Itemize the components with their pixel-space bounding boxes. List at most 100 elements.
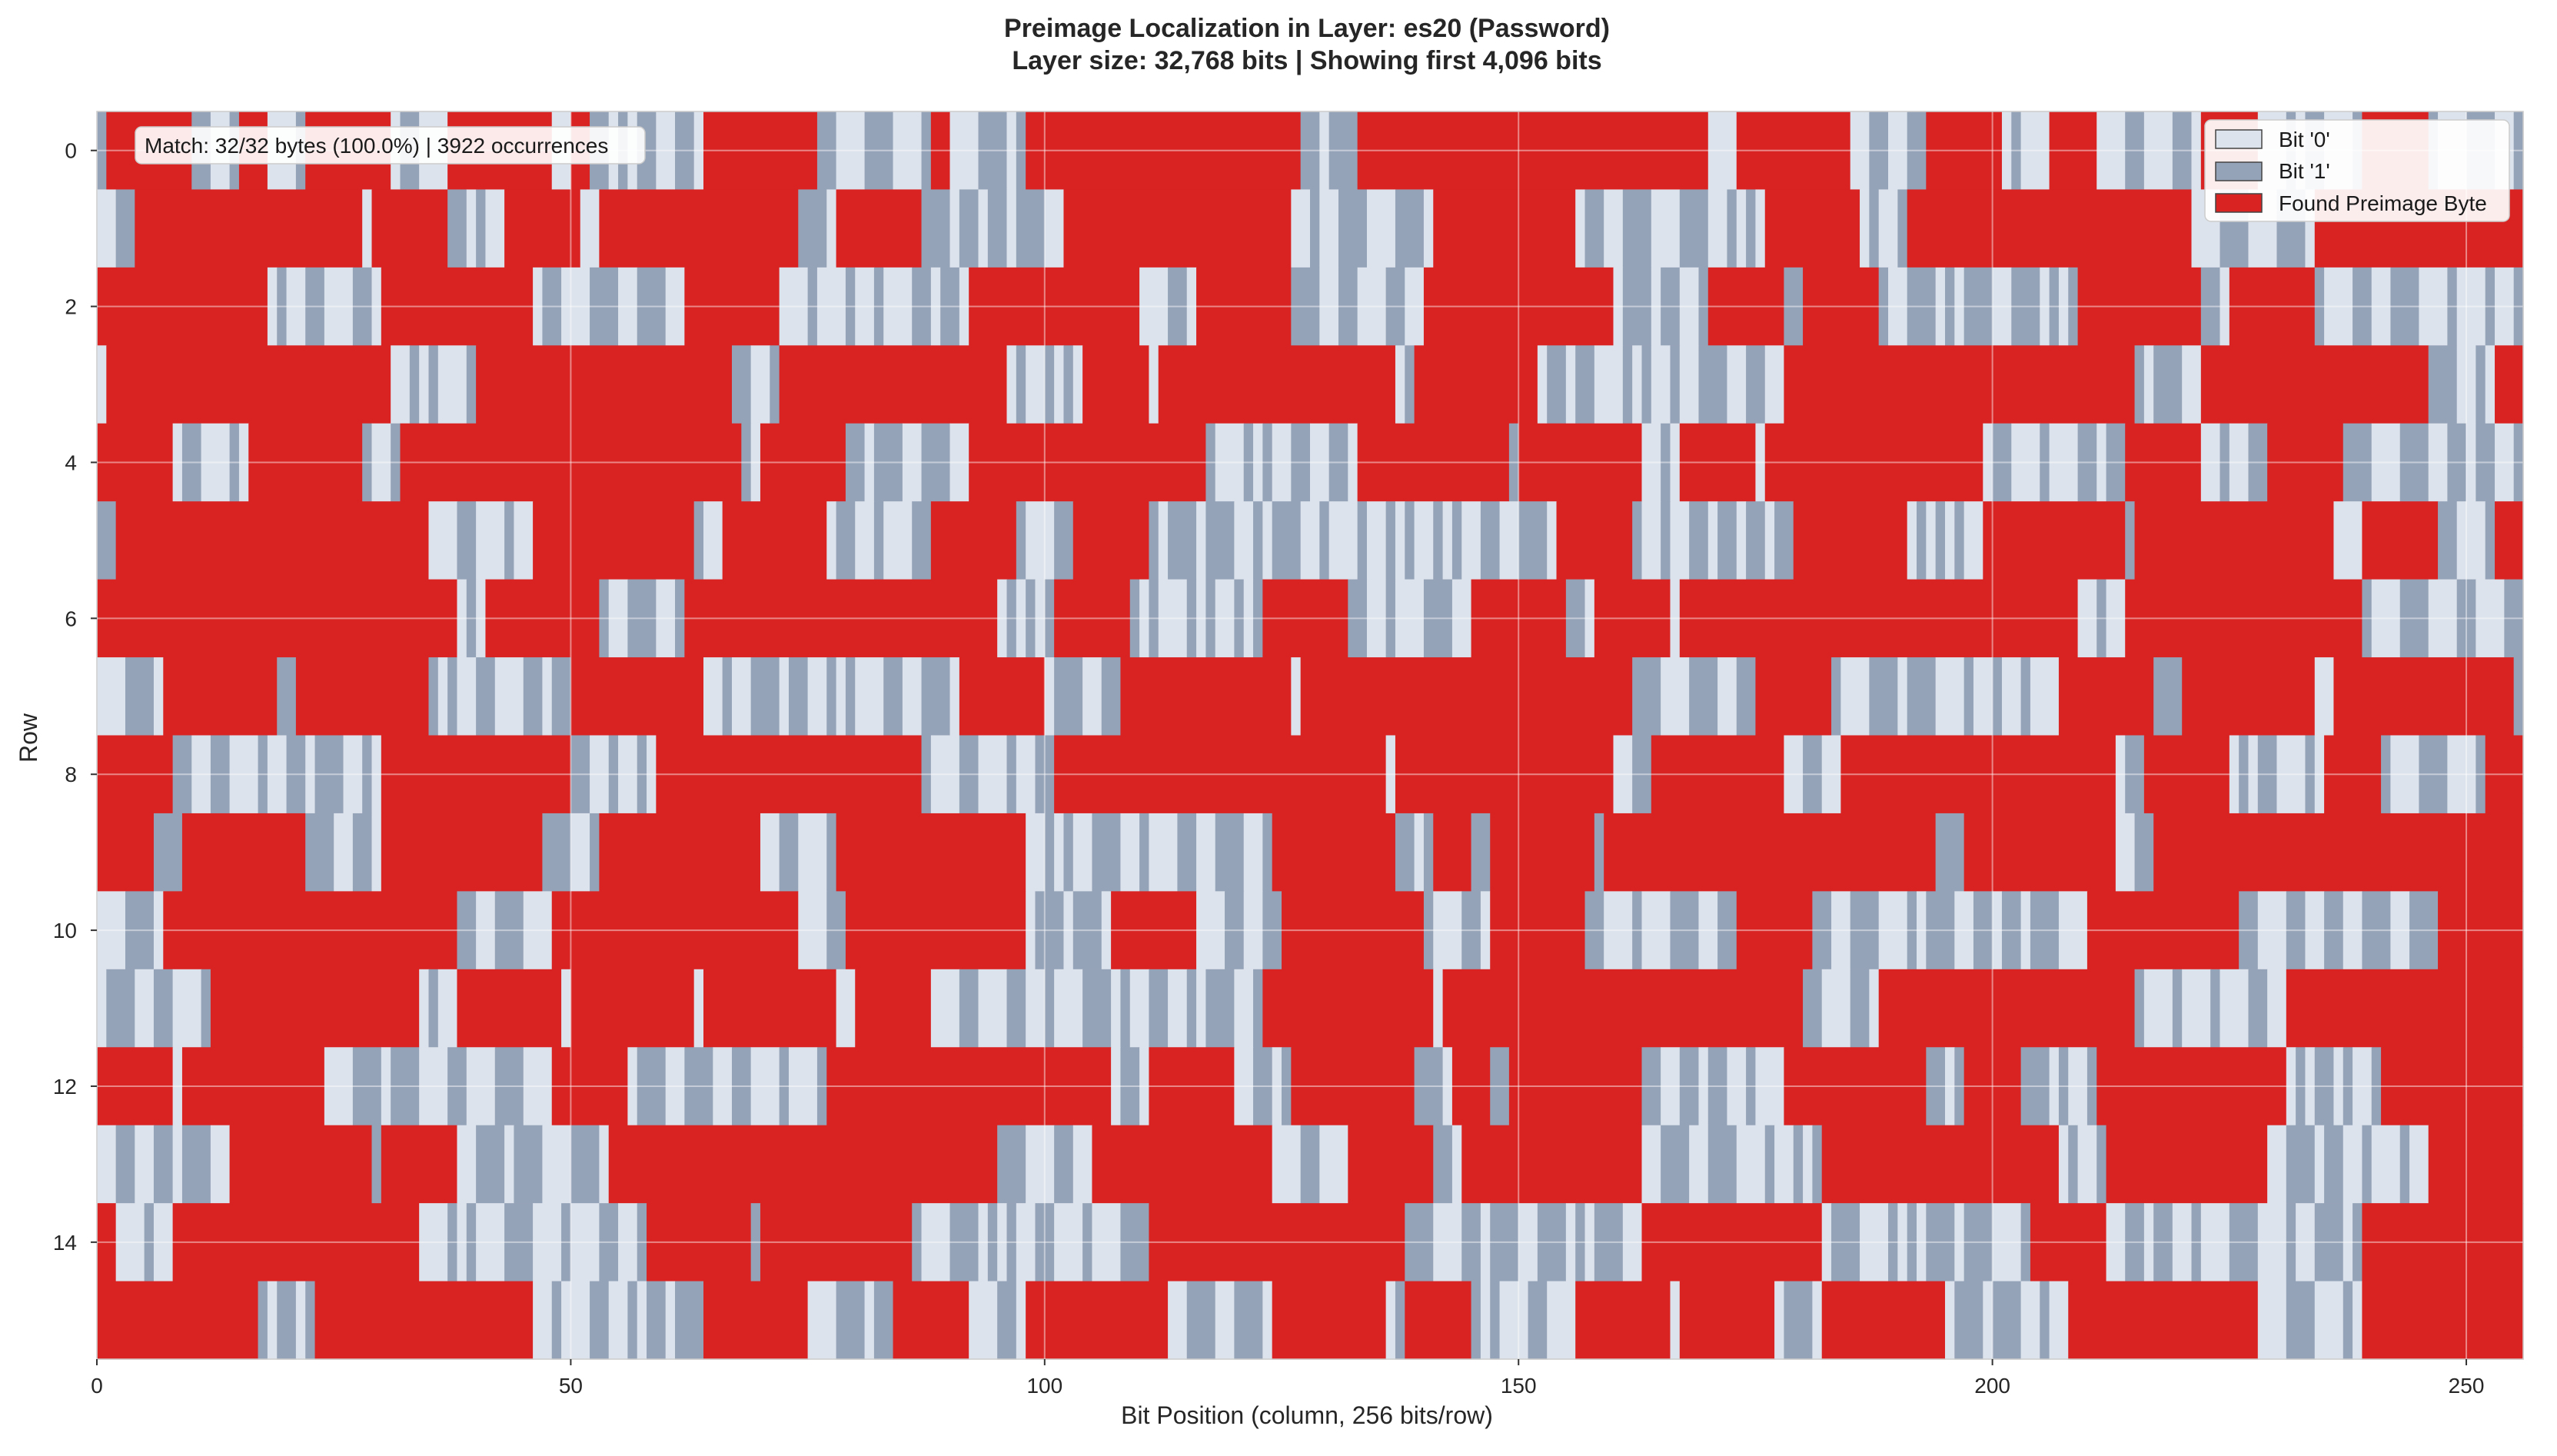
bit-1-cell — [1433, 501, 1444, 580]
preimage-cell — [1082, 345, 1150, 424]
bit-0-cell — [1054, 969, 1083, 1048]
bit-0-cell — [1234, 501, 1254, 580]
bit-0-cell — [1072, 1125, 1093, 1204]
preimage-cell — [1414, 345, 1538, 424]
bit-0-cell — [2353, 1281, 2363, 1360]
bit-0-cell — [826, 189, 837, 268]
bit-0-cell — [286, 267, 306, 346]
bit-1-cell — [1622, 189, 1652, 268]
bit-0-cell — [1035, 579, 1046, 658]
bit-1-cell — [779, 1047, 790, 1126]
bit-0-cell — [97, 1125, 117, 1204]
bit-1-cell — [494, 891, 524, 970]
bit-0-cell — [1054, 345, 1065, 424]
preimage-cell — [2125, 423, 2202, 502]
bit-1-cell — [836, 501, 856, 580]
bit-1-cell — [590, 813, 600, 892]
bit-1-cell — [675, 579, 685, 658]
bit-1-cell — [1736, 657, 1757, 736]
preimage-cell — [826, 1047, 1112, 1126]
bit-1-cell — [1328, 111, 1358, 191]
bit-1-cell — [1707, 1047, 1728, 1126]
bit-0-cell — [1670, 423, 1681, 502]
preimage-cell — [229, 1125, 373, 1204]
bit-1-cell — [1528, 1281, 1548, 1360]
preimage-cell — [2333, 657, 2515, 736]
preimage-cell — [1357, 111, 1709, 191]
bit-0-cell — [210, 1125, 231, 1204]
bit-0-cell — [1405, 267, 1425, 346]
preimage-cell — [2381, 1047, 2524, 1126]
bit-1-cell — [371, 1125, 382, 1204]
bit-0-cell — [1641, 891, 1671, 970]
bit-1-cell — [1291, 267, 1320, 346]
bit-1-cell — [921, 189, 951, 268]
bit-0-cell — [1565, 1203, 1576, 1282]
bit-0-cell — [533, 1281, 553, 1360]
preimage-cell — [2286, 969, 2524, 1048]
bit-0-cell — [1897, 657, 1908, 736]
bit-1-cell — [2068, 267, 2079, 346]
x-tick-label: 200 — [1974, 1374, 2010, 1398]
bit-0-cell — [1234, 1047, 1254, 1126]
bit-0-cell — [2456, 345, 2476, 424]
bit-1-cell — [1234, 1281, 1263, 1360]
bit-1-cell — [1282, 1047, 1292, 1126]
bit-0-cell — [1139, 1047, 1150, 1126]
bit-0-cell — [523, 891, 553, 970]
bit-0-cell — [2229, 423, 2249, 502]
bit-0-cell — [855, 501, 875, 580]
bit-0-cell — [1954, 267, 1965, 346]
bit-0-cell — [1707, 501, 1718, 580]
bit-1-cell — [391, 423, 401, 502]
bit-0-cell — [807, 657, 827, 736]
bit-0-cell — [1689, 1125, 1709, 1204]
bit-1-cell — [201, 969, 211, 1048]
bit-0-cell — [542, 1125, 572, 1204]
bit-0-cell — [570, 813, 590, 892]
bit-1-cell — [921, 111, 932, 191]
bit-1-cell — [2305, 735, 2316, 814]
bit-0-cell — [2343, 891, 2363, 970]
bit-0-cell — [371, 423, 391, 502]
bit-1-cell — [1869, 111, 1889, 191]
bit-0-cell — [1983, 1281, 1993, 1360]
bit-1-cell — [1035, 891, 1065, 970]
bit-1-cell — [2447, 423, 2467, 502]
preimage-cell — [163, 891, 458, 970]
preimage-cell — [2485, 735, 2524, 814]
bit-1-cell — [2438, 501, 2458, 580]
bit-0-cell — [2191, 111, 2202, 191]
preimage-cell — [1764, 423, 1983, 502]
bit-1-cell — [1746, 1047, 1757, 1126]
bit-0-cell — [978, 1203, 989, 1282]
bit-0-cell — [1026, 813, 1046, 892]
bit-1-cell — [1973, 891, 1993, 970]
bit-1-cell — [1205, 969, 1235, 1048]
bit-0-cell — [1547, 501, 1558, 580]
bit-1-cell — [2456, 579, 2476, 658]
bit-0-cell — [1262, 501, 1273, 580]
bit-0-cell — [1196, 501, 1206, 580]
bit-0-cell — [703, 501, 723, 580]
preimage-cell — [893, 1281, 969, 1360]
bit-1-cell — [1082, 969, 1112, 1048]
bit-1-cell — [1168, 267, 1188, 346]
bit-1-cell — [1622, 267, 1652, 346]
bit-0-cell — [1366, 501, 1387, 580]
bit-1-cell — [1054, 657, 1083, 736]
bit-1-cell — [2049, 267, 2060, 346]
bit-1-cell — [1641, 1047, 1661, 1126]
bit-0-cell — [1651, 267, 1661, 346]
bit-0-cell — [191, 735, 211, 814]
bit-1-cell — [2257, 735, 2278, 814]
bit-0-cell — [419, 969, 430, 1048]
bit-0-cell — [1917, 891, 1927, 970]
preimage-cell — [1926, 111, 2003, 191]
bit-1-cell — [1262, 423, 1273, 502]
match-annotation: Match: 32/32 bytes (100.0%) | 3922 occur… — [135, 126, 646, 165]
preimage-cell — [703, 1281, 809, 1360]
bit-0-cell — [1319, 189, 1339, 268]
bit-0-cell — [608, 579, 628, 658]
bit-0-cell — [665, 1281, 676, 1360]
